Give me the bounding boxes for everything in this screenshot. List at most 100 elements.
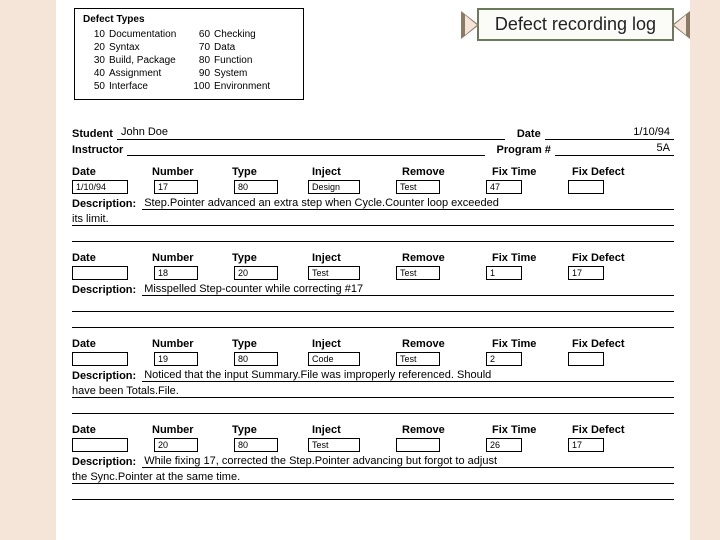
cell-inject: Code [308,352,360,366]
col-date: Date [72,424,152,436]
col-fixdefect: Fix Defect [572,338,662,350]
description-continuation: the Sync.Pointer at the same time. [72,470,674,484]
cell-fixdefect [568,180,604,194]
student-label: Student [72,128,113,140]
cell-inject: Design [308,180,360,194]
cell-number: 19 [154,352,198,366]
description-text: Noticed that the input Summary.File was … [144,369,491,381]
ribbon-left-icon [453,11,477,39]
instructor-label: Instructor [72,144,123,156]
cell-remove [396,438,440,452]
col-remove: Remove [402,252,492,264]
description-continuation [72,298,674,312]
defect-type-item: 70Data [188,41,295,54]
col-inject: Inject [312,424,402,436]
col-date: Date [72,252,152,264]
col-type: Type [232,252,312,264]
cell-type: 80 [234,180,278,194]
date-label: Date [517,128,541,140]
entry-header-row: DateNumberTypeInjectRemoveFix TimeFix De… [72,424,674,436]
cell-inject: Test [308,438,360,452]
col-fixtime: Fix Time [492,338,572,350]
title-banner: Defect recording log [453,8,698,41]
cell-remove: Test [396,352,440,366]
cell-date [72,438,128,452]
cell-date [72,266,128,280]
cell-number: 20 [154,438,198,452]
program-label: Program # [497,144,551,156]
entry-description-row: Description: Step.Pointer advanced an ext… [72,196,674,210]
col-fixdefect: Fix Defect [572,252,662,264]
cell-fixtime: 26 [486,438,522,452]
col-type: Type [232,166,312,178]
description-text: Step.Pointer advanced an extra step when… [144,197,499,209]
col-inject: Inject [312,338,402,350]
entry-description-row: Description: While fixing 17, corrected t… [72,454,674,468]
cell-number: 17 [154,180,198,194]
cell-fixdefect [568,352,604,366]
program-field: 5A [555,142,674,156]
col-inject: Inject [312,252,402,264]
banner-title: Defect recording log [477,8,674,41]
col-number: Number [152,424,232,436]
description-continuation: its limit. [72,212,674,226]
cell-type: 20 [234,266,278,280]
entry-data-row: 2080Test2617 [72,438,674,452]
entry-header-row: DateNumberTypeInjectRemoveFix TimeFix De… [72,166,674,178]
cell-type: 80 [234,352,278,366]
col-date: Date [72,166,152,178]
entry-header-row: DateNumberTypeInjectRemoveFix TimeFix De… [72,252,674,264]
defect-type-item: 90System [188,67,295,80]
cell-fixtime: 1 [486,266,522,280]
description-label: Description: [72,456,136,468]
description-continuation: have been Totals.File. [72,384,674,398]
cell-remove: Test [396,180,440,194]
description-blank-line [72,314,674,328]
defect-entry: DateNumberTypeInjectRemoveFix TimeFix De… [72,424,674,500]
ribbon-right-icon [674,11,698,39]
entry-data-row: 1820TestTest117 [72,266,674,280]
date-field: 1/10/94 [545,126,674,140]
defect-type-item: 80Function [188,54,295,67]
defect-types-col-1: 10Documentation 20Syntax 30Build, Packag… [83,28,188,93]
description-label: Description: [72,370,136,382]
col-fixdefect: Fix Defect [572,166,662,178]
cell-date: 1/10/94 [72,180,128,194]
col-inject: Inject [312,166,402,178]
description-blank-line [72,228,674,242]
col-fixtime: Fix Time [492,252,572,264]
col-remove: Remove [402,338,492,350]
defect-entry: DateNumberTypeInjectRemoveFix TimeFix De… [72,338,674,414]
col-fixtime: Fix Time [492,424,572,436]
col-number: Number [152,252,232,264]
col-number: Number [152,338,232,350]
col-number: Number [152,166,232,178]
col-fixtime: Fix Time [492,166,572,178]
cell-inject: Test [308,266,360,280]
description-blank-line [72,400,674,414]
description-text: Misspelled Step-counter while correcting… [144,283,363,295]
defect-types-box: Defect Types 10Documentation 20Syntax 30… [74,8,304,100]
cell-date [72,352,128,366]
defect-type-item: 100Environment [188,80,295,93]
description-label: Description: [72,284,136,296]
cell-remove: Test [396,266,440,280]
defect-type-item: 30Build, Package [83,54,188,67]
description-label: Description: [72,198,136,210]
col-remove: Remove [402,424,492,436]
description-text: While fixing 17, corrected the Step.Poin… [144,455,497,467]
instructor-field [127,142,484,156]
cell-fixtime: 47 [486,180,522,194]
description-blank-line [72,486,674,500]
col-date: Date [72,338,152,350]
student-field: John Doe [117,126,505,140]
cell-fixdefect: 17 [568,438,604,452]
defect-type-item: 10Documentation [83,28,188,41]
col-fixdefect: Fix Defect [572,424,662,436]
form-area: Student John Doe Date 1/10/94 Instructor… [68,126,678,500]
entry-header-row: DateNumberTypeInjectRemoveFix TimeFix De… [72,338,674,350]
col-remove: Remove [402,166,492,178]
entry-data-row: 1980CodeTest2 [72,352,674,366]
defect-entry: DateNumberTypeInjectRemoveFix TimeFix De… [72,252,674,328]
defect-types-heading: Defect Types [83,13,295,26]
